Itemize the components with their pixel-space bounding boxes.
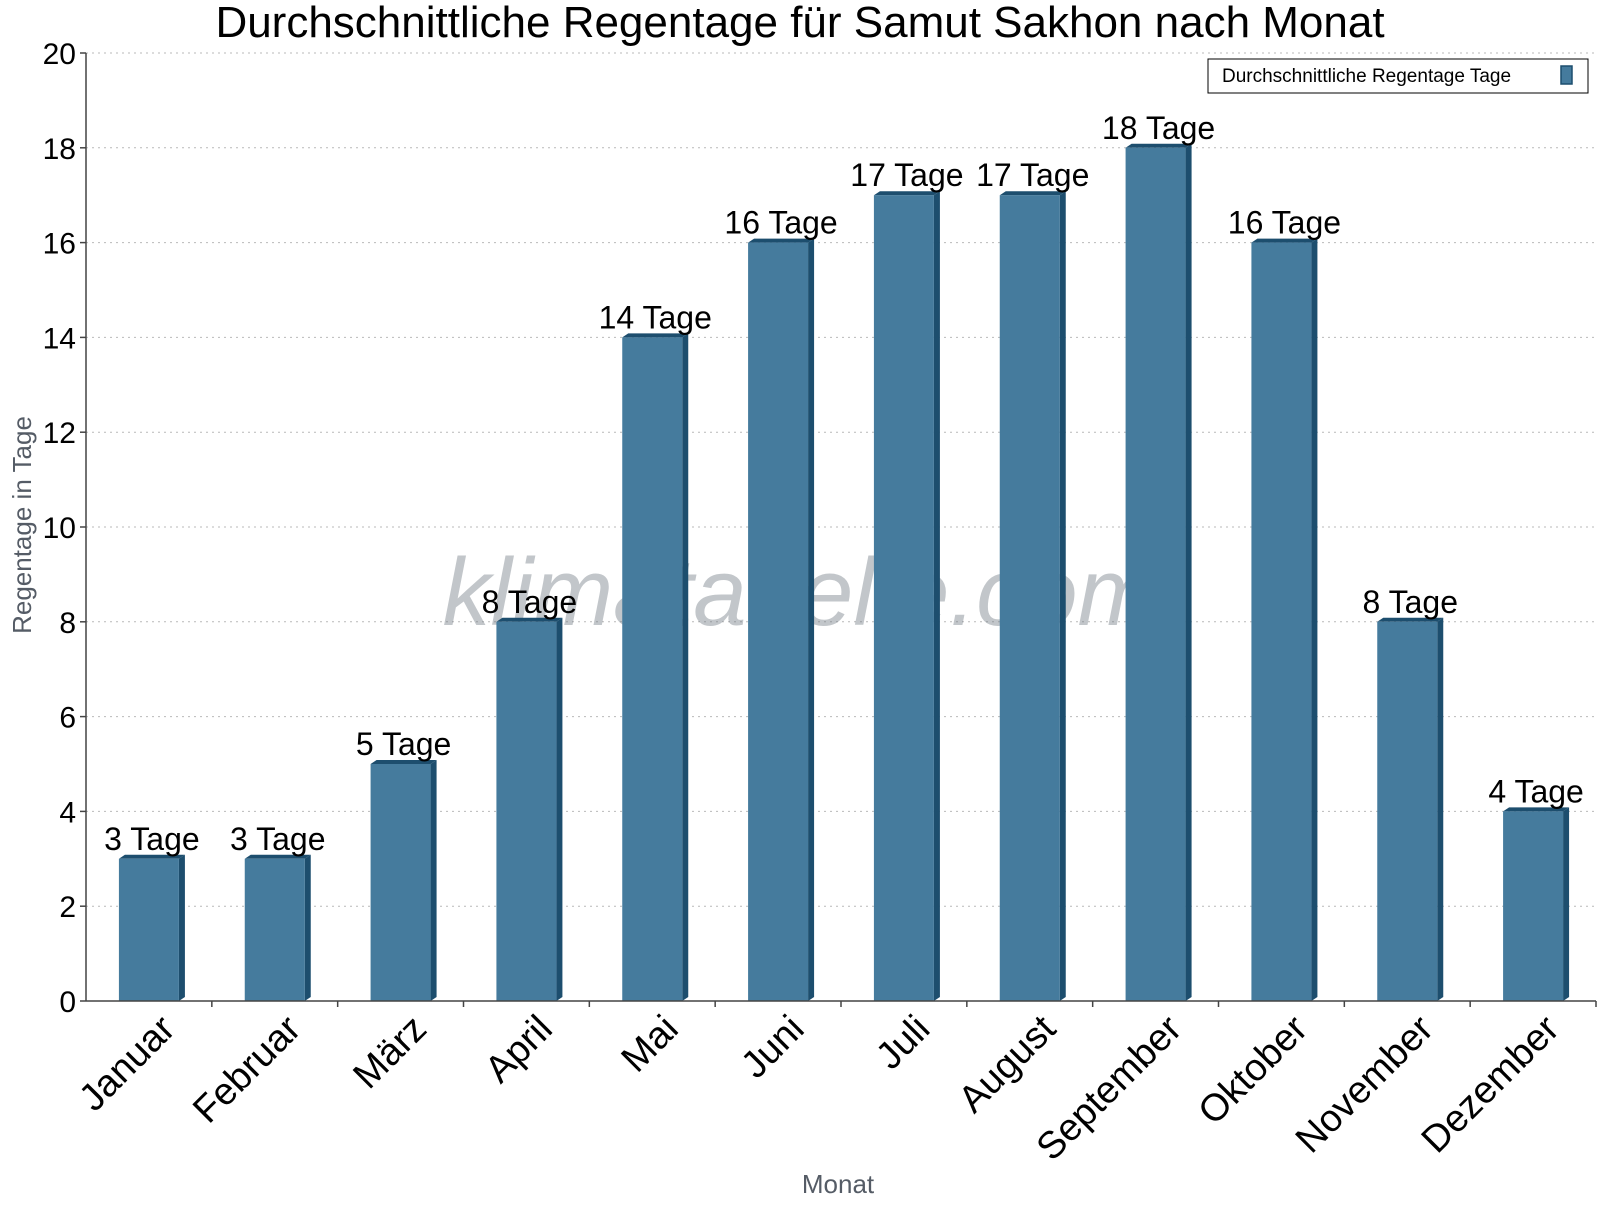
x-tick-label: Oktober — [1191, 1007, 1317, 1133]
bar-side — [178, 854, 185, 1001]
bar-top — [622, 333, 689, 338]
bar-top — [118, 854, 185, 859]
y-tick-label: 18 — [43, 133, 76, 166]
data-label: 16 Tage — [724, 205, 837, 241]
bar-februar — [244, 854, 311, 1001]
bar-face — [118, 858, 179, 1001]
bar-top — [370, 760, 437, 764]
y-tick-label: 20 — [43, 38, 76, 71]
bar-series — [118, 143, 1570, 1002]
y-tick-label: 6 — [59, 702, 76, 735]
axes — [85, 53, 1596, 1002]
bar-mai — [622, 333, 689, 1001]
x-tick-label: Januar — [71, 1007, 183, 1119]
bar-side — [933, 191, 940, 1001]
bar-november — [1377, 617, 1444, 1001]
data-label: 8 Tage — [482, 584, 578, 620]
bar-side — [1563, 807, 1570, 1001]
y-tick-label: 4 — [59, 796, 76, 829]
bar-face — [748, 242, 809, 1002]
chart-title: Durchschnittliche Regentage für Samut Sa… — [215, 0, 1384, 47]
bar-top — [496, 617, 563, 622]
data-label: 17 Tage — [850, 157, 963, 193]
y-tick-label: 14 — [43, 322, 76, 355]
bar-juli — [873, 191, 940, 1001]
bar-september — [1125, 143, 1192, 1002]
bar-face — [496, 621, 557, 1001]
y-tick-label: 8 — [59, 607, 76, 640]
y-axis-title: Regentage in Tage — [7, 416, 37, 634]
legend-label: Durchschnittliche Regentage Tage — [1222, 66, 1511, 87]
data-label: 5 Tage — [356, 726, 452, 762]
bar-face — [873, 195, 934, 1001]
bar-face — [244, 858, 305, 1001]
x-tick-label: Juli — [868, 1008, 938, 1078]
x-tick-label: Mai — [614, 1008, 687, 1081]
bar-top — [1377, 617, 1444, 622]
legend: Durchschnittliche Regentage Tage — [1207, 58, 1589, 94]
y-tick-label: 2 — [59, 891, 76, 924]
bar-side — [808, 238, 815, 1002]
data-label: 4 Tage — [1488, 773, 1584, 809]
x-tick-label: August — [951, 1007, 1065, 1121]
bar-side — [556, 617, 563, 1001]
bar-august — [999, 191, 1066, 1001]
bar-side — [1059, 191, 1066, 1001]
bar-side — [304, 854, 311, 1001]
x-tick-label: Februar — [185, 1007, 309, 1131]
data-label: 3 Tage — [104, 821, 200, 857]
x-tick-label: Dezember — [1414, 1007, 1568, 1161]
bar-top — [1251, 238, 1318, 243]
bar-dezember — [1503, 807, 1570, 1001]
bar-top — [244, 854, 311, 859]
bar-face — [999, 195, 1060, 1001]
grid — [86, 52, 1596, 907]
x-axis-title: Monat — [802, 1169, 875, 1199]
y-tick-label: 16 — [43, 228, 76, 261]
bar-top — [1125, 143, 1192, 148]
data-label: 17 Tage — [976, 157, 1089, 193]
y-axis-ticks: 0 2 4 6 8 10 12 14 16 18 20 — [43, 38, 86, 1019]
bar-top — [873, 191, 940, 196]
bar-januar — [118, 854, 185, 1001]
bar-side — [1437, 617, 1444, 1001]
bar-face — [1377, 621, 1438, 1001]
bar-top — [1503, 807, 1570, 812]
bar-face — [622, 337, 683, 1001]
bar-face — [1251, 242, 1312, 1002]
legend-swatch — [1560, 65, 1573, 85]
x-tick-label: November — [1288, 1007, 1442, 1161]
bar-side — [1311, 238, 1318, 1002]
data-label: 14 Tage — [599, 299, 712, 335]
y-tick-label: 0 — [59, 986, 76, 1019]
bar-side — [1185, 143, 1192, 1002]
bar-face — [1125, 147, 1186, 1002]
bar-märz — [370, 760, 437, 1001]
x-tick-label: März — [346, 1008, 435, 1097]
bar-april — [496, 617, 563, 1001]
bar-juni — [748, 238, 815, 1002]
data-labels: 3 Tage 3 Tage 5 Tage 8 Tage 14 Tage 16 Tage 17… — [104, 110, 1584, 857]
data-label: 16 Tage — [1228, 205, 1341, 241]
bar-oktober — [1251, 238, 1318, 1002]
legend-box — [1207, 58, 1589, 94]
bar-side — [682, 333, 689, 1001]
x-tick-label: April — [477, 1008, 560, 1091]
bar-top — [999, 191, 1066, 196]
x-tick-label: Juni — [733, 1008, 812, 1087]
bar-face — [1503, 811, 1564, 1001]
bar-top — [748, 238, 815, 243]
data-label: 8 Tage — [1363, 584, 1459, 620]
data-label: 3 Tage — [230, 821, 326, 857]
bar-face — [370, 764, 431, 1001]
bar-side — [430, 760, 437, 1001]
y-tick-label: 10 — [43, 512, 76, 545]
y-tick-label: 12 — [43, 417, 76, 450]
data-label: 18 Tage — [1102, 110, 1215, 146]
x-axis-ticks: Januar Februar März April Mai Juni Juli AugustS… — [71, 1001, 1597, 1169]
